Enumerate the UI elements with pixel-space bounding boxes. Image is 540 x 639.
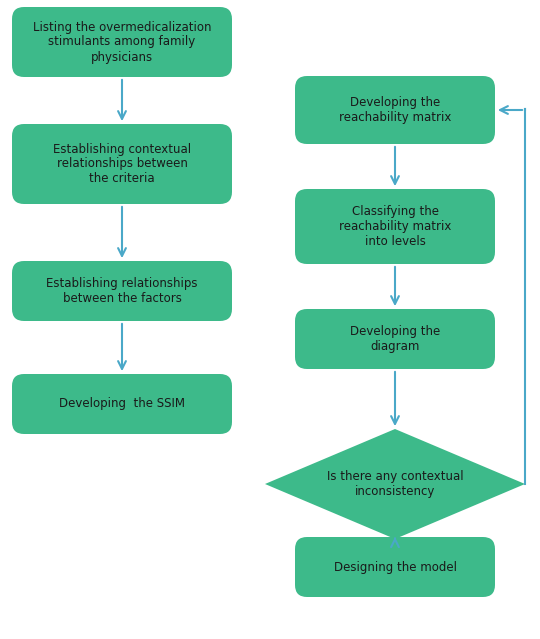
Text: Establishing contextual
relationships between
the criteria: Establishing contextual relationships be…	[53, 142, 191, 185]
Text: Developing the
diagram: Developing the diagram	[350, 325, 440, 353]
FancyBboxPatch shape	[295, 76, 495, 144]
Text: Is there any contextual
inconsistency: Is there any contextual inconsistency	[327, 470, 463, 498]
FancyBboxPatch shape	[12, 7, 232, 77]
FancyBboxPatch shape	[12, 261, 232, 321]
FancyBboxPatch shape	[295, 189, 495, 264]
Polygon shape	[265, 429, 525, 539]
Text: Classifying the
reachability matrix
into levels: Classifying the reachability matrix into…	[339, 205, 451, 248]
Text: Listing the overmedicalization
stimulants among family
physicians: Listing the overmedicalization stimulant…	[33, 20, 211, 63]
FancyBboxPatch shape	[295, 537, 495, 597]
Text: Establishing relationships
between the factors: Establishing relationships between the f…	[46, 277, 198, 305]
Text: Developing the
reachability matrix: Developing the reachability matrix	[339, 96, 451, 124]
FancyBboxPatch shape	[12, 374, 232, 434]
FancyBboxPatch shape	[295, 309, 495, 369]
Text: Developing  the SSIM: Developing the SSIM	[59, 397, 185, 410]
Text: Designing the model: Designing the model	[334, 560, 456, 573]
FancyBboxPatch shape	[12, 124, 232, 204]
